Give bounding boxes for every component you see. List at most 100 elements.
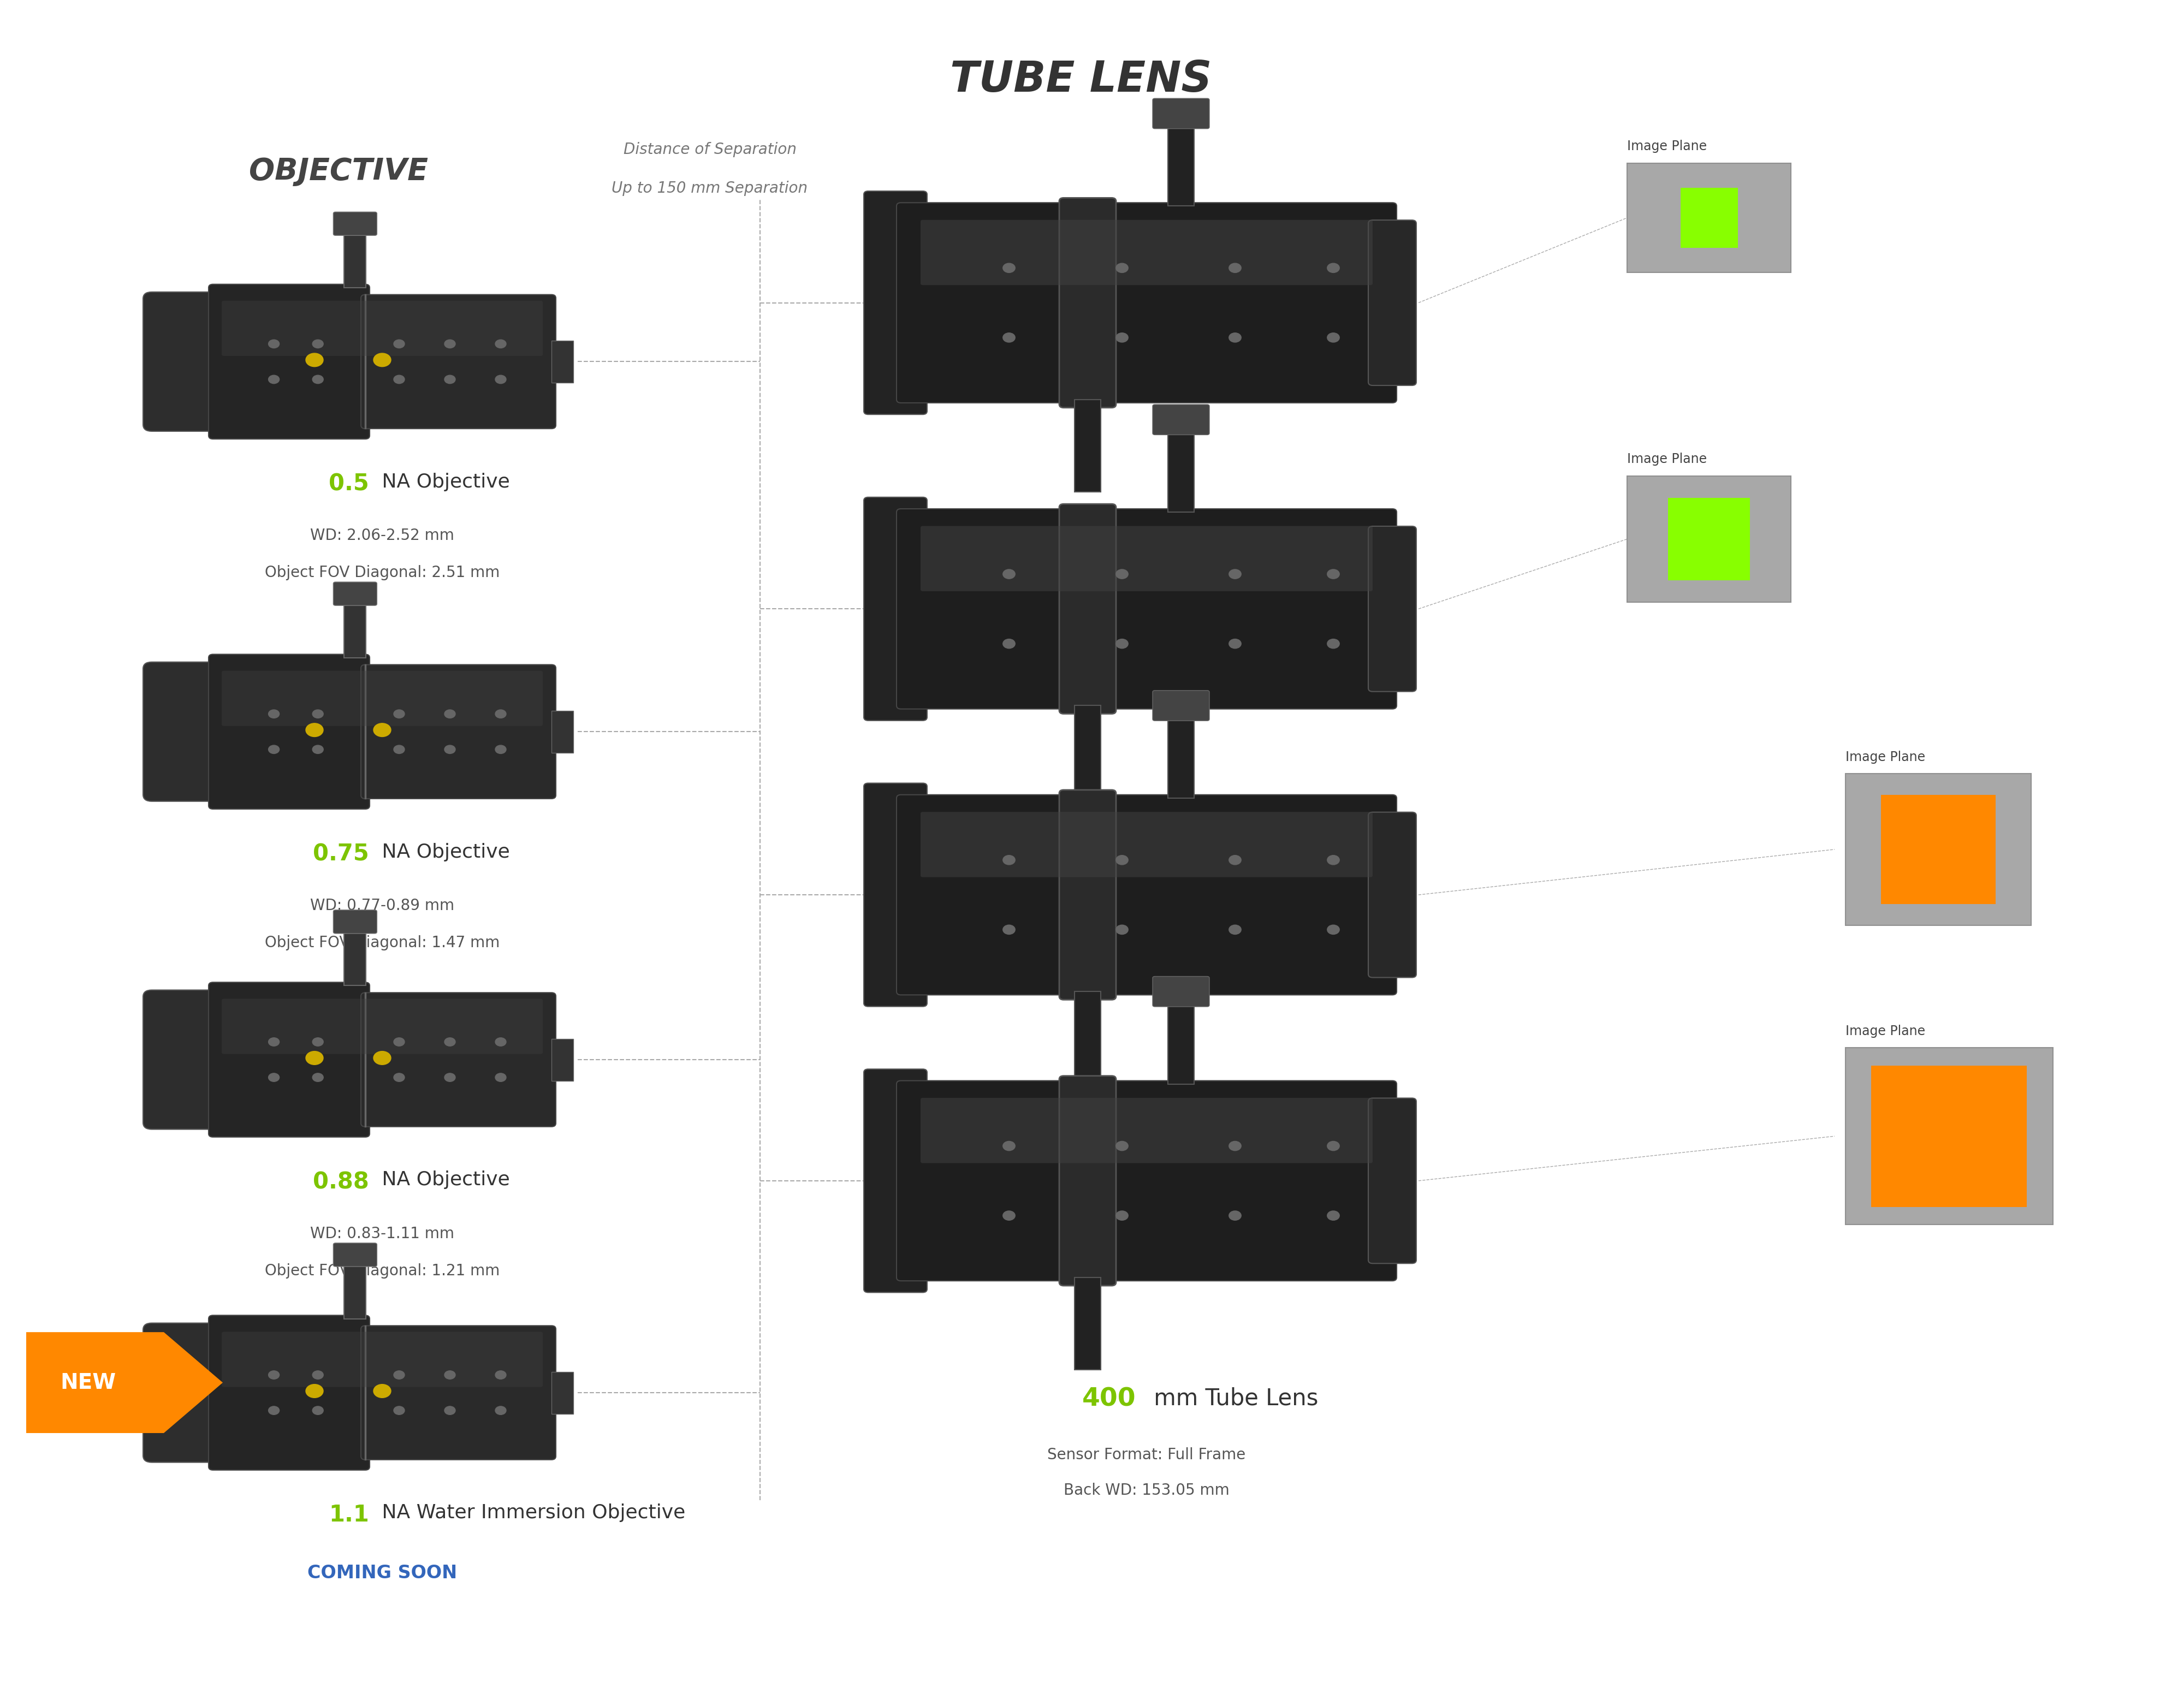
Text: mm Tube Lens: mm Tube Lens <box>1147 814 1319 838</box>
FancyBboxPatch shape <box>142 293 223 431</box>
Text: Sensor Format: 4/3": Sensor Format: 4/3" <box>1070 875 1223 891</box>
Circle shape <box>446 745 454 754</box>
FancyBboxPatch shape <box>360 664 555 799</box>
FancyBboxPatch shape <box>223 301 542 357</box>
Circle shape <box>446 710 454 718</box>
Circle shape <box>312 710 323 718</box>
Bar <box>345 922 367 986</box>
Circle shape <box>1002 854 1016 865</box>
Circle shape <box>1002 1211 1016 1221</box>
Circle shape <box>1116 854 1129 865</box>
Circle shape <box>1230 1211 1241 1221</box>
Text: 291: 291 <box>1081 1102 1136 1125</box>
Circle shape <box>1328 639 1339 649</box>
Circle shape <box>269 1406 280 1415</box>
Circle shape <box>393 1371 404 1379</box>
FancyBboxPatch shape <box>898 508 1398 710</box>
Circle shape <box>1002 925 1016 935</box>
Circle shape <box>1328 1142 1339 1150</box>
Text: Sensor Format: 1-1.1": Sensor Format: 1-1.1" <box>1627 172 1769 185</box>
Text: Back WD: 38.03 mm: Back WD: 38.03 mm <box>1068 910 1225 927</box>
FancyBboxPatch shape <box>223 1332 542 1388</box>
Bar <box>1075 400 1101 493</box>
Circle shape <box>393 1406 404 1415</box>
Bar <box>1075 706 1101 799</box>
FancyBboxPatch shape <box>207 654 369 809</box>
FancyBboxPatch shape <box>865 1070 928 1292</box>
FancyBboxPatch shape <box>334 212 378 235</box>
FancyBboxPatch shape <box>142 663 223 801</box>
Circle shape <box>306 723 323 737</box>
Text: Image Plane: Image Plane <box>1845 750 1926 764</box>
Text: Image Plane: Image Plane <box>1627 140 1708 153</box>
Text: mm Tube Lens: mm Tube Lens <box>1147 1386 1319 1410</box>
Text: WD: 0.77-0.89 mm: WD: 0.77-0.89 mm <box>310 898 454 913</box>
Text: 0.75: 0.75 <box>312 843 369 866</box>
Text: 0.5: 0.5 <box>330 473 369 496</box>
FancyBboxPatch shape <box>207 982 369 1137</box>
Circle shape <box>312 375 323 383</box>
FancyBboxPatch shape <box>1059 1076 1116 1285</box>
Circle shape <box>496 1038 507 1046</box>
Circle shape <box>1230 639 1241 649</box>
FancyBboxPatch shape <box>865 498 928 720</box>
Bar <box>1168 419 1195 511</box>
FancyBboxPatch shape <box>865 192 928 414</box>
Circle shape <box>496 710 507 718</box>
Circle shape <box>496 1406 507 1415</box>
Bar <box>345 224 367 288</box>
Bar <box>1845 774 2031 925</box>
Circle shape <box>446 1073 454 1082</box>
Text: Back WD: 38.03 mm: Back WD: 38.03 mm <box>1627 513 1760 526</box>
Circle shape <box>312 1406 323 1415</box>
Circle shape <box>306 1051 323 1065</box>
FancyBboxPatch shape <box>898 794 1398 994</box>
Circle shape <box>269 1073 280 1082</box>
Text: NA Objective: NA Objective <box>376 843 509 861</box>
Bar <box>550 340 572 382</box>
Text: TUBE LENS: TUBE LENS <box>950 59 1212 101</box>
Bar <box>1168 705 1195 797</box>
FancyBboxPatch shape <box>360 294 555 429</box>
Text: Object FOV Diagonal: 2.51 mm: Object FOV Diagonal: 2.51 mm <box>264 565 500 580</box>
Circle shape <box>1002 1142 1016 1150</box>
Circle shape <box>312 1371 323 1379</box>
FancyBboxPatch shape <box>1059 505 1116 713</box>
Text: COMING SOON: COMING SOON <box>308 1564 456 1583</box>
Text: mm Tube Lens: mm Tube Lens <box>1147 1102 1319 1124</box>
Text: mm Tube Lens: mm Tube Lens <box>1147 508 1319 532</box>
Circle shape <box>373 1384 391 1398</box>
FancyBboxPatch shape <box>1367 526 1417 691</box>
Circle shape <box>496 1371 507 1379</box>
Circle shape <box>306 1384 323 1398</box>
Text: Distance of Separation: Distance of Separation <box>622 141 797 158</box>
Circle shape <box>306 353 323 367</box>
Circle shape <box>1230 569 1241 579</box>
FancyBboxPatch shape <box>207 284 369 439</box>
Circle shape <box>312 1038 323 1046</box>
Text: Sensor Format: APS-C: Sensor Format: APS-C <box>1064 1161 1230 1177</box>
Circle shape <box>1116 925 1129 935</box>
Circle shape <box>1116 333 1129 343</box>
Circle shape <box>1328 569 1339 579</box>
Circle shape <box>1002 569 1016 579</box>
Bar <box>1880 796 1996 903</box>
FancyBboxPatch shape <box>922 1098 1374 1164</box>
Circle shape <box>269 340 280 348</box>
Circle shape <box>1328 925 1339 935</box>
Circle shape <box>446 375 454 383</box>
FancyBboxPatch shape <box>865 784 928 1006</box>
Text: NA Objective: NA Objective <box>376 1171 509 1189</box>
Text: Sensor Format: Full Frame: Sensor Format: Full Frame <box>1048 1447 1245 1463</box>
Circle shape <box>496 340 507 348</box>
Bar <box>1679 188 1738 247</box>
Bar <box>1627 476 1791 602</box>
Text: Image Plane: Image Plane <box>1845 1024 1926 1038</box>
Circle shape <box>393 710 404 718</box>
Circle shape <box>393 340 404 348</box>
FancyBboxPatch shape <box>1059 198 1116 407</box>
Circle shape <box>1230 333 1241 343</box>
FancyBboxPatch shape <box>1153 976 1210 1006</box>
Circle shape <box>393 1073 404 1082</box>
Circle shape <box>269 375 280 383</box>
